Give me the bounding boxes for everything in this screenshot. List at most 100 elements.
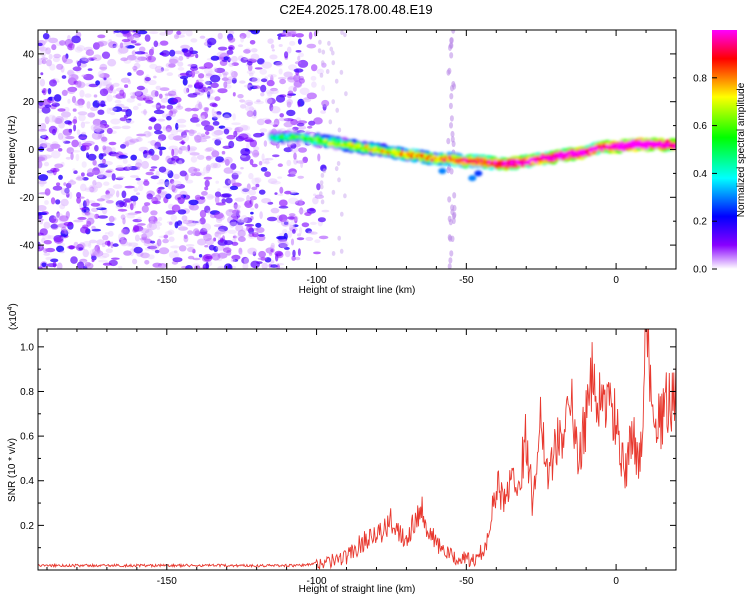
noise-speckle: [96, 198, 105, 202]
noise-speckle: [223, 263, 233, 269]
noise-speckle: [284, 51, 289, 59]
noise-speckle: [256, 99, 261, 103]
noise-speckle: [217, 265, 226, 269]
noise-speckle: [61, 54, 68, 63]
noise-speckle: [112, 89, 117, 94]
noise-speckle: [311, 64, 318, 72]
noise-speckle: [42, 54, 46, 58]
noise-speckle: [154, 194, 162, 201]
noise-speckle: [289, 192, 300, 196]
noise-speckle: [260, 92, 265, 97]
noise-speckle: [179, 223, 184, 231]
noise-speckle: [191, 220, 199, 224]
noise-speckle: [141, 94, 151, 99]
noise-speckle: [129, 138, 140, 143]
noise-speckle: [233, 202, 238, 210]
noise-speckle: [92, 247, 101, 256]
noise-speckle: [80, 121, 86, 129]
noise-speckle: [156, 182, 165, 185]
noise-speckle: [255, 222, 262, 228]
noise-speckle: [232, 92, 236, 97]
snr-y-multiplier: (x104): [7, 303, 19, 330]
noise-speckle: [287, 77, 295, 80]
stripe-speckle: [452, 192, 457, 199]
noise-speckle: [111, 173, 116, 181]
spectrogram-x-axis: -150 -100 -50 0: [46, 30, 677, 286]
noise-speckle: [227, 179, 233, 184]
noise-speckle: [151, 154, 160, 161]
noise-speckle: [157, 265, 167, 269]
noise-speckle: [62, 128, 72, 136]
noise-speckle: [260, 256, 266, 261]
noise-speckle: [299, 227, 303, 235]
noise-speckle: [264, 97, 273, 105]
noise-speckle: [289, 221, 295, 228]
noise-speckle: [229, 185, 239, 191]
noise-speckle: [166, 104, 174, 110]
noise-speckle: [255, 183, 260, 188]
noise-speckle: [126, 54, 137, 61]
noise-speckle: [231, 254, 241, 260]
noise-speckle: [297, 233, 301, 237]
y-tick-label: 20: [23, 97, 35, 108]
noise-speckle: [96, 174, 107, 180]
ridge-blob: [430, 158, 434, 162]
noise-speckle: [291, 33, 296, 38]
noise-speckle: [165, 155, 171, 163]
noise-speckle: [133, 68, 137, 72]
noise-speckle: [185, 179, 194, 184]
noise-speckle: [132, 200, 137, 207]
noise-speckle: [270, 44, 275, 49]
noise-speckle: [112, 126, 122, 130]
noise-speckle: [40, 72, 44, 76]
noise-speckle: [49, 79, 57, 87]
noise-speckle: [188, 129, 197, 134]
noise-speckle: [246, 70, 256, 75]
noise-speckle: [149, 94, 155, 101]
noise-speckle: [134, 43, 141, 46]
noise-speckle: [118, 265, 123, 269]
noise-speckle: [328, 119, 333, 125]
noise-speckle: [154, 90, 159, 97]
noise-speckle: [231, 122, 242, 126]
noise-speckle: [199, 227, 208, 236]
stripe-speckle: [448, 102, 453, 110]
ridge-blob: [283, 137, 287, 142]
noise-speckle: [212, 113, 222, 119]
noise-speckle: [53, 236, 64, 244]
noise-speckle: [91, 132, 102, 140]
noise-speckle: [142, 150, 153, 155]
noise-speckle: [293, 74, 301, 82]
noise-speckle: [203, 176, 213, 180]
noise-speckle: [259, 68, 268, 75]
noise-speckle: [77, 111, 88, 116]
noise-speckle: [319, 191, 323, 197]
noise-speckle: [50, 217, 59, 224]
noise-speckle: [106, 127, 113, 134]
noise-speckle: [231, 62, 239, 66]
noise-speckle: [235, 224, 244, 232]
noise-speckle: [289, 171, 297, 176]
noise-speckle: [248, 106, 254, 111]
noise-speckle: [302, 156, 309, 163]
noise-speckle: [81, 161, 87, 168]
noise-speckle: [214, 67, 226, 74]
noise-speckle: [190, 64, 198, 69]
noise-speckle: [105, 248, 113, 254]
noise-speckle: [240, 36, 245, 43]
noise-speckle: [273, 61, 283, 66]
noise-speckle: [240, 153, 251, 162]
noise-speckle: [119, 42, 124, 49]
noise-speckle: [153, 40, 159, 48]
noise-speckle: [234, 126, 244, 133]
noise-speckle: [258, 189, 266, 195]
noise-speckle: [197, 238, 207, 246]
noise-speckle: [45, 47, 51, 55]
noise-speckle: [320, 60, 325, 66]
noise-speckle: [112, 106, 123, 112]
noise-speckle: [64, 120, 72, 125]
noise-speckle: [112, 243, 119, 247]
noise-speckle: [85, 187, 93, 191]
noise-speckle: [223, 114, 230, 121]
noise-speckle: [306, 92, 317, 100]
